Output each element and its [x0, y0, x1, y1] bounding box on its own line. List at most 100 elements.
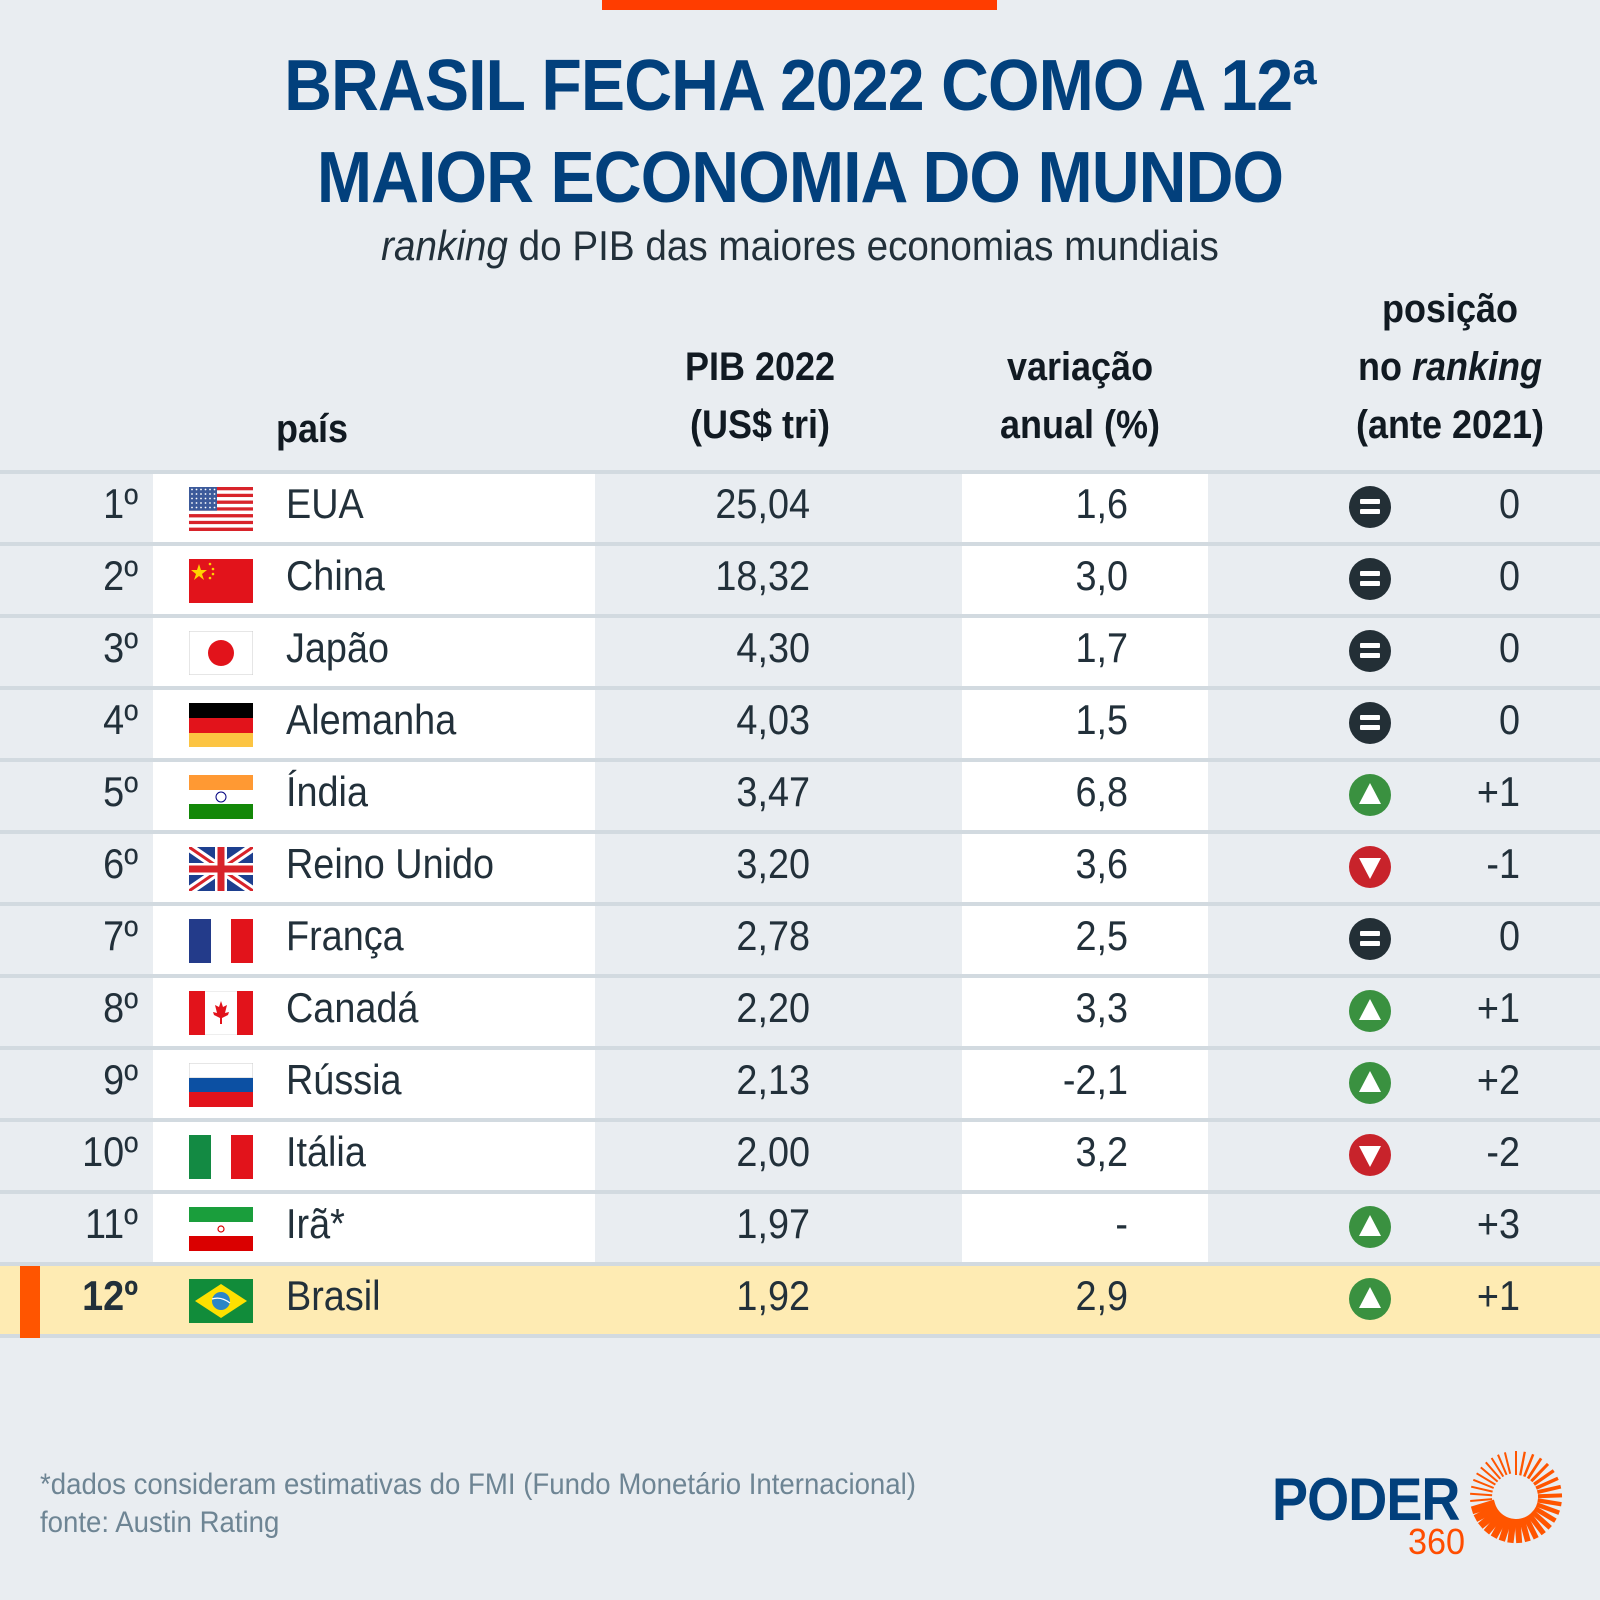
variation-cell-bg — [962, 1122, 1208, 1190]
rank: 4º — [103, 696, 138, 743]
table-bottom-border — [0, 1334, 1600, 1338]
russia-flag-icon — [189, 1063, 253, 1107]
equal-icon — [1349, 630, 1391, 672]
uk-flag-icon — [189, 847, 253, 891]
position-change: +1 — [1476, 768, 1520, 815]
rank: 10º — [82, 1128, 138, 1175]
country-name: China — [286, 552, 385, 599]
footnote-source: fonte: Austin Rating — [40, 1506, 280, 1539]
logo-word: PODER — [1272, 1466, 1460, 1533]
position-change: 0 — [1498, 480, 1520, 527]
rank: 2º — [103, 552, 138, 599]
rank: 5º — [103, 768, 138, 815]
country-name: Alemanha — [286, 696, 457, 743]
position-change: +2 — [1476, 1056, 1520, 1103]
table-row: 12º Brasil 1,92 2,9 +1 — [0, 1262, 1600, 1338]
table-row: 11º Irã* 1,97 - +3 — [0, 1190, 1600, 1262]
table-row: 3º Japão 4,30 1,7 0 — [0, 614, 1600, 686]
footnote-note: *dados consideram estimativas do FMI (Fu… — [40, 1468, 916, 1501]
country-name: França — [286, 912, 404, 959]
table-row: 9º Rússia 2,13 -2,1 +2 — [0, 1046, 1600, 1118]
table-row: 4º Alemanha 4,03 1,5 0 — [0, 686, 1600, 758]
arrow-down-icon — [1349, 1134, 1391, 1176]
table-row: 6º Reino Unido 3,20 3,6 -1 — [0, 830, 1600, 902]
column-header-pos-line2: no ranking — [1315, 338, 1585, 396]
country-name: Rússia — [286, 1056, 402, 1103]
position-change: 0 — [1498, 696, 1520, 743]
arrow-down-icon — [1349, 846, 1391, 888]
variation-cell-bg — [962, 1266, 1208, 1334]
variation-cell-bg — [962, 978, 1208, 1046]
column-header-pib: PIB 2022 (US$ tri) — [652, 338, 868, 454]
rank: 1º — [103, 480, 138, 527]
position-change: 0 — [1498, 552, 1520, 599]
subtitle-italic: ranking — [381, 222, 508, 269]
pos-line2-b: ranking — [1411, 345, 1543, 389]
china-flag-icon — [189, 559, 253, 603]
accent-top-bar — [602, 0, 997, 10]
column-header-pib-line1: PIB 2022 — [684, 345, 836, 389]
table-row: 10º Itália 2,00 3,2 -2 — [0, 1118, 1600, 1190]
variation-value: 2,9 — [1075, 1272, 1128, 1319]
arrow-up-icon — [1349, 990, 1391, 1032]
column-header-pos-line1: posição — [1381, 287, 1519, 331]
rank: 6º — [103, 840, 138, 887]
pib-value: 2,78 — [736, 912, 810, 959]
variation-value: - — [1115, 1200, 1128, 1247]
position-change: +1 — [1476, 1272, 1520, 1319]
title-line-1: BRASIL FECHA 2022 COMO A 12ª — [284, 46, 1317, 126]
arrow-up-icon — [1349, 1062, 1391, 1104]
pib-value: 4,30 — [736, 624, 810, 671]
variation-cell-bg — [962, 474, 1208, 542]
equal-icon — [1349, 486, 1391, 528]
country-name: EUA — [286, 480, 364, 527]
variation-value: 1,5 — [1075, 696, 1128, 743]
variation-cell-bg — [962, 906, 1208, 974]
germany-flag-icon — [189, 703, 253, 747]
country-name: Reino Unido — [286, 840, 495, 887]
rank: 12º — [82, 1272, 138, 1319]
equal-icon — [1349, 558, 1391, 600]
country-name: Índia — [286, 768, 368, 815]
variation-cell-bg — [962, 1050, 1208, 1118]
equal-icon — [1349, 918, 1391, 960]
france-flag-icon — [189, 919, 253, 963]
position-change: +1 — [1476, 984, 1520, 1031]
page-title: BRASIL FECHA 2022 COMO A 12ª MAIOR ECONO… — [64, 40, 1536, 224]
japan-flag-icon — [189, 631, 253, 675]
pib-value: 3,47 — [736, 768, 810, 815]
pos-line2-a: no — [1357, 345, 1412, 389]
italy-flag-icon — [189, 1135, 253, 1179]
pib-value: 3,20 — [736, 840, 810, 887]
column-header-pib-line2: (US$ tri) — [689, 403, 831, 447]
country-name: Itália — [286, 1128, 366, 1175]
equal-icon — [1349, 702, 1391, 744]
table-row: 7º França 2,78 2,5 0 — [0, 902, 1600, 974]
subtitle-text: do PIB das maiores economias mundiais — [507, 222, 1219, 269]
country-name: Brasil — [286, 1272, 381, 1319]
iran-flag-icon — [189, 1207, 253, 1251]
rank: 11º — [84, 1200, 138, 1247]
pib-value: 1,97 — [736, 1200, 810, 1247]
footnote: *dados consideram estimativas do FMI (Fu… — [40, 1466, 916, 1542]
table-row: 5º Índia 3,47 6,8 +1 — [0, 758, 1600, 830]
brazil-flag-icon — [189, 1279, 253, 1323]
variation-cell-bg — [962, 834, 1208, 902]
india-flag-icon — [189, 775, 253, 819]
pib-value: 1,92 — [736, 1272, 810, 1319]
variation-cell-bg — [962, 1194, 1208, 1262]
arrow-up-icon — [1349, 1206, 1391, 1248]
position-change: -2 — [1486, 1128, 1520, 1175]
variation-cell-bg — [962, 762, 1208, 830]
highlight-marker — [20, 1266, 40, 1338]
variation-value: 6,8 — [1075, 768, 1128, 815]
rank: 7º — [103, 912, 138, 959]
position-change: +3 — [1476, 1200, 1520, 1247]
canada-flag-icon — [189, 991, 253, 1035]
position-change: 0 — [1498, 912, 1520, 959]
us-flag-icon — [189, 487, 253, 531]
pib-value: 2,20 — [736, 984, 810, 1031]
variation-value: 3,0 — [1075, 552, 1128, 599]
column-header-position: posição no ranking (ante 2021) — [1315, 280, 1585, 454]
pib-value: 25,04 — [715, 480, 810, 527]
